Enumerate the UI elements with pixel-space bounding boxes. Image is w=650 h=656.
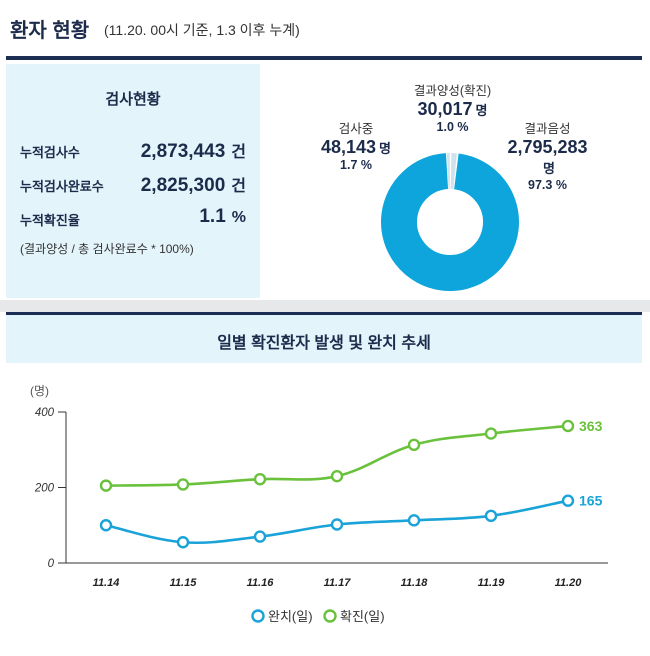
x-tick-label: 11.19 bbox=[478, 577, 506, 589]
end-value-label: 363 bbox=[579, 418, 603, 434]
page-title: 환자 현황 bbox=[10, 20, 90, 42]
x-tick-label: 11.14 bbox=[93, 577, 120, 589]
test-stats-box: 검사현황 누적검사수 2,873,443 건 누적검사완료수 2,825,300 건… bbox=[6, 64, 260, 298]
data-point bbox=[484, 427, 498, 440]
callout-positive: 결과양성(확진) 30,017 명 1.0 % bbox=[400, 80, 505, 134]
x-tick-label: 11.17 bbox=[324, 577, 352, 589]
data-point bbox=[176, 478, 190, 491]
stats-note: (결과양성 / 총 검사완료수 * 100%) bbox=[20, 242, 194, 256]
callout-label: 결과양성(확진) bbox=[413, 84, 492, 98]
section-separator bbox=[0, 300, 650, 312]
callout-negative: 결과음성 2,795,283 명 97.3 % bbox=[490, 118, 605, 192]
data-point bbox=[330, 469, 344, 483]
stats-title: 검사현황 bbox=[105, 91, 161, 108]
callout-pct: 1.7 % bbox=[340, 158, 372, 172]
legend-label: 확진(일) bbox=[340, 609, 385, 624]
callout-unit: 명 bbox=[475, 103, 488, 118]
x-tick-label: 11.16 bbox=[247, 577, 275, 589]
y-tick-label: 0 bbox=[48, 558, 55, 570]
chart-title: 일별 확진환자 발생 및 완치 추세 bbox=[217, 335, 431, 352]
stat-unit: 건 bbox=[231, 144, 246, 161]
stat-value-confirm-rate: 1.1% bbox=[199, 206, 246, 228]
stat-label-confirm-rate: 누적확진율 bbox=[20, 213, 80, 228]
legend-marker bbox=[323, 609, 337, 623]
y-tick-label: 400 bbox=[35, 407, 55, 419]
callout-label: 검사중 bbox=[338, 122, 374, 136]
legend-label: 완치(일) bbox=[268, 609, 313, 624]
chart-header: 일별 확진환자 발생 및 완치 추세 bbox=[6, 315, 642, 363]
callout-unit: 명 bbox=[543, 161, 555, 176]
callout-value: 2,795,283 bbox=[507, 137, 588, 157]
test-result-donut-chart bbox=[381, 153, 519, 291]
page-header: 환자 현황 (11.20. 00시 기준, 1.3 이후 누계) bbox=[0, 0, 650, 58]
stat-value-completed-tests: 2,825,300 건 bbox=[141, 172, 246, 197]
data-point bbox=[176, 536, 190, 549]
donut-slice-1 bbox=[381, 153, 519, 291]
stat-value-total-tests: 2,873,443 건 bbox=[141, 138, 246, 163]
header-divider bbox=[6, 56, 642, 60]
callout-value: 30,017 bbox=[417, 99, 473, 119]
data-point bbox=[99, 479, 113, 492]
stat-number: 2,873,443 bbox=[140, 141, 226, 162]
callout-pct: 97.3 % bbox=[528, 178, 567, 192]
data-point bbox=[561, 494, 575, 507]
callout-value: 48,143 bbox=[320, 137, 377, 157]
stat-number: 1.1 bbox=[199, 206, 226, 227]
data-point bbox=[99, 519, 113, 532]
y-tick-label: 200 bbox=[34, 483, 55, 495]
callout-pct: 1.0 % bbox=[436, 120, 469, 134]
x-tick-label: 11.15 bbox=[170, 577, 198, 589]
data-point bbox=[253, 472, 267, 486]
y-axis-unit: (명) bbox=[30, 384, 49, 398]
donut-slice-0 bbox=[381, 153, 519, 291]
data-point bbox=[561, 419, 575, 433]
callout-pending: 검사중 48,143 명 1.7 % bbox=[306, 118, 406, 172]
callout-unit: 명 bbox=[379, 141, 392, 156]
x-tick-label: 11.20 bbox=[555, 577, 583, 589]
x-tick-label: 11.18 bbox=[401, 577, 429, 589]
stat-unit: 건 bbox=[231, 178, 246, 195]
daily-trend-line-chart: (명) 0 200 400 11.14 11.15 11.16 11.17 11.18 11.19… bbox=[30, 384, 608, 624]
data-point bbox=[484, 509, 498, 523]
legend-marker bbox=[251, 609, 265, 623]
end-value-label: 165 bbox=[579, 493, 603, 509]
chart-header-divider bbox=[6, 312, 642, 315]
page-subtitle: (11.20. 00시 기준, 1.3 이후 누계) bbox=[104, 22, 300, 38]
data-point bbox=[407, 438, 421, 452]
stat-number: 2,825,300 bbox=[140, 175, 226, 196]
data-point bbox=[253, 530, 267, 543]
donut-slice-2 bbox=[381, 153, 519, 291]
stat-label-completed-tests: 누적검사완료수 bbox=[20, 179, 104, 194]
data-point bbox=[330, 518, 344, 531]
data-point bbox=[407, 514, 421, 527]
stat-label-total-tests: 누적검사수 bbox=[20, 145, 80, 160]
callout-label: 결과음성 bbox=[524, 122, 571, 136]
stat-unit: % bbox=[231, 209, 246, 226]
